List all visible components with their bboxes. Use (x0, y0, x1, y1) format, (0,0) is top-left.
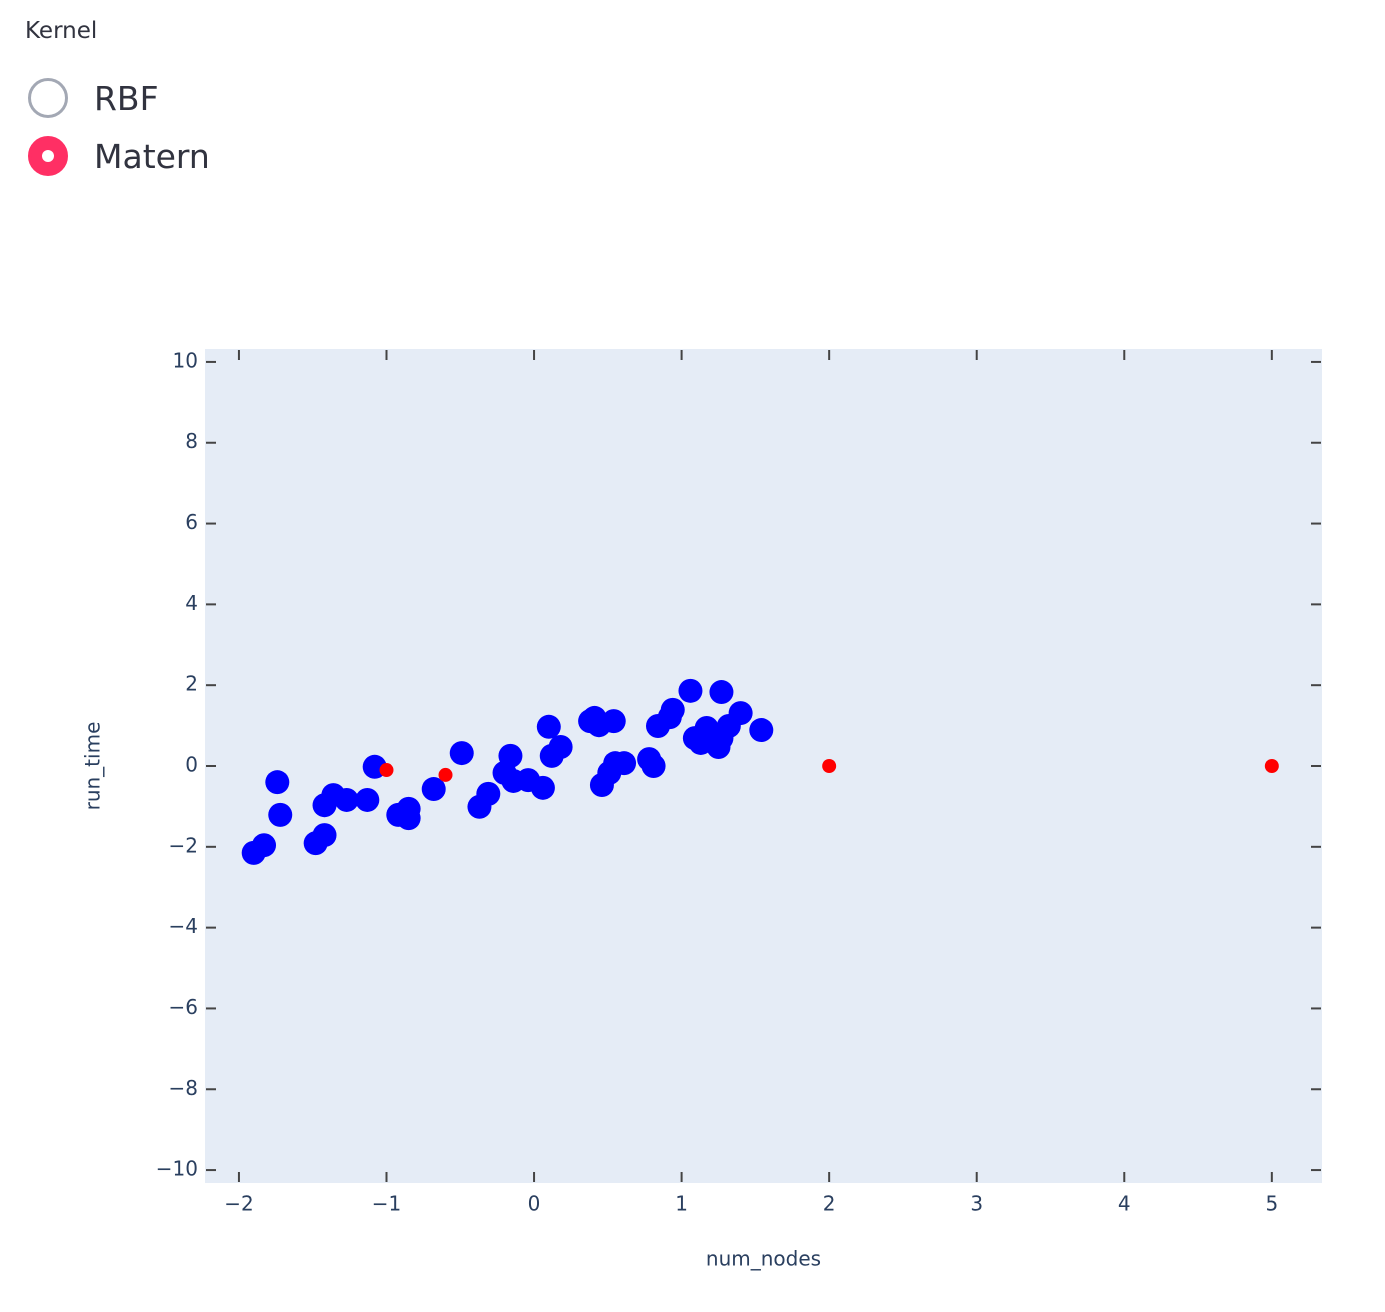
point (822, 759, 837, 773)
point (312, 823, 337, 848)
point (355, 787, 380, 812)
x-tick-label: −2 (224, 1192, 253, 1216)
point (530, 775, 555, 800)
y-tick-label: −2 (169, 833, 198, 857)
point (252, 833, 277, 858)
point (728, 701, 753, 726)
x-tick-label: −1 (372, 1192, 401, 1216)
radio-label: Kernel (25, 18, 98, 44)
point (709, 680, 734, 705)
radio-circle (28, 78, 68, 118)
y-tick-label: −4 (169, 914, 198, 938)
y-tick-label: 6 (185, 510, 198, 534)
y-tick-label: 2 (185, 672, 198, 696)
point (334, 787, 359, 812)
point (536, 714, 561, 739)
point (660, 697, 685, 722)
point (396, 796, 421, 821)
point (449, 741, 474, 766)
point (641, 754, 666, 778)
point (268, 802, 293, 827)
point (548, 735, 573, 760)
point (749, 718, 774, 743)
x-tick-label: 4 (1118, 1192, 1131, 1216)
y-axis-title: run_time (81, 722, 105, 811)
y-tick-label: 0 (185, 753, 198, 777)
x-tick-label: 5 (1265, 1192, 1278, 1216)
x-tick-label: 3 (970, 1192, 983, 1216)
x-tick-label: 0 (528, 1192, 541, 1216)
radio-option[interactable]: Matern (28, 133, 210, 179)
y-tick-label: 4 (185, 591, 198, 615)
y-tick-label: 8 (185, 429, 198, 453)
point (421, 777, 446, 802)
y-tick-label: 10 (173, 348, 198, 372)
radio-text: Matern (94, 136, 210, 176)
x-tick-label: 2 (823, 1192, 836, 1216)
point (601, 709, 626, 734)
y-tick-label: −8 (169, 1076, 198, 1100)
point (379, 763, 394, 778)
point (476, 781, 501, 806)
y-tick-label: −6 (169, 995, 198, 1019)
radio-option[interactable]: RBF (28, 75, 159, 121)
point (265, 770, 290, 795)
point (612, 751, 637, 776)
point (678, 678, 703, 703)
y-tick-label: −10 (156, 1157, 198, 1181)
point (1264, 759, 1279, 773)
x-axis-title: num_nodes (706, 1247, 821, 1271)
radio-text: RBF (94, 78, 159, 118)
point (438, 767, 453, 782)
radio-circle (28, 136, 68, 176)
point (498, 743, 523, 768)
x-tick-label: 1 (675, 1192, 688, 1216)
